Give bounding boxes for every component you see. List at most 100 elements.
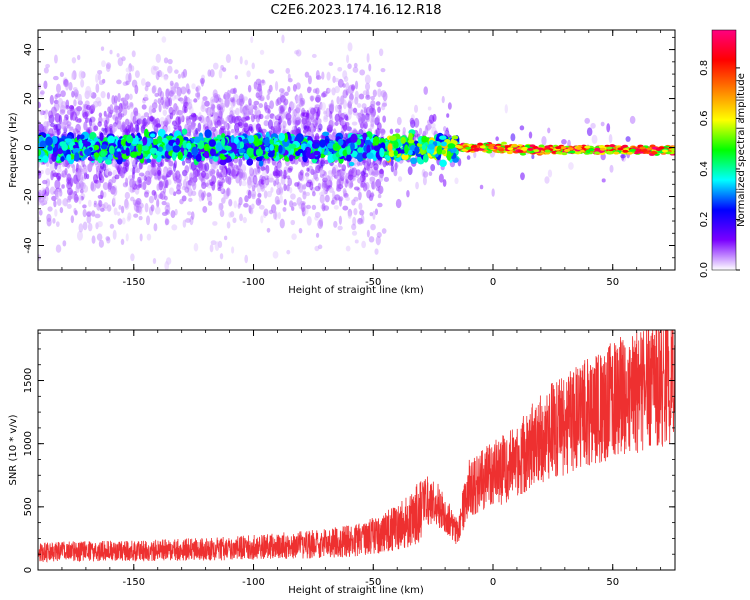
- spectrogram-cell: [372, 89, 377, 98]
- spectrogram-cell: [162, 120, 169, 126]
- spectrogram-cell: [162, 167, 167, 177]
- spectrogram-cell: [323, 110, 327, 115]
- spectrogram-cell: [219, 209, 225, 218]
- spectrogram-cell: [295, 82, 301, 90]
- spectrogram-band-cell: [97, 156, 103, 164]
- spectrogram-cell: [135, 184, 141, 190]
- spectrogram-cell: [46, 217, 52, 227]
- spectrogram-cell: [366, 189, 372, 199]
- spectrogram-cell: [82, 103, 86, 113]
- spectrogram-cell: [111, 95, 115, 105]
- spectrogram-cell: [305, 121, 312, 127]
- spectrogram-band-cell: [319, 139, 326, 148]
- spectrogram-cell: [338, 102, 343, 113]
- spectrogram-cell: [220, 64, 225, 71]
- spectrogram-cell: [287, 85, 291, 93]
- spectrogram-cell: [146, 215, 151, 226]
- spectrogram-cell: [584, 117, 591, 124]
- spectrogram-cell: [132, 199, 137, 206]
- spectrogram-cell: [135, 198, 142, 205]
- spectrogram-cell: [274, 195, 280, 205]
- spectrogram-cell: [174, 170, 181, 180]
- spectrogram-band-cell: [439, 135, 447, 140]
- spectrogram-cell: [167, 65, 173, 74]
- spectrogram-cell: [72, 87, 78, 92]
- spectrogram-cell: [378, 173, 384, 183]
- spectrogram-cell: [272, 170, 277, 177]
- spectrogram-cell: [409, 117, 415, 125]
- spectrogram-cell: [82, 221, 88, 231]
- spectrogram-cell: [116, 53, 120, 58]
- spectrogram-cell: [144, 94, 149, 102]
- spectrogram-band-cell: [356, 152, 364, 162]
- spectrogram-cell: [255, 78, 262, 86]
- spectrogram-cell: [317, 106, 321, 117]
- spectrogram-cell: [338, 170, 344, 178]
- spectrogram-cell: [279, 194, 283, 204]
- spectrogram-cell: [274, 81, 279, 91]
- spectrogram-cell: [56, 129, 60, 137]
- spectrogram-cell: [258, 204, 265, 210]
- spectrogram-cell: [49, 122, 55, 128]
- spectrogram-cell: [275, 98, 279, 107]
- spectrogram-cell: [236, 98, 243, 106]
- spectrogram-cell: [155, 123, 161, 128]
- spectrogram-cell: [601, 178, 606, 183]
- spectrogram-cell: [188, 99, 193, 104]
- spectrogram-cell: [80, 79, 85, 88]
- spectrogram-cell: [306, 167, 310, 172]
- spectrogram-cell: [366, 229, 370, 238]
- spectrogram-cell: [590, 122, 596, 129]
- spectrogram-cell: [234, 129, 241, 134]
- spectrogram-cell: [342, 99, 347, 110]
- spectrogram-cell: [168, 160, 174, 167]
- spectrogram-cell: [247, 189, 252, 199]
- spectrogram-band-cell: [182, 141, 188, 149]
- spectrogram-cell: [186, 128, 191, 136]
- spectrogram-cell: [86, 214, 92, 224]
- spectrogram-cell: [352, 66, 359, 73]
- spectrogram-cell: [376, 80, 383, 88]
- spectrogram-band-cell: [633, 151, 640, 155]
- spectrogram-cell: [136, 205, 142, 213]
- spectrogram-cell: [98, 80, 105, 86]
- spectrogram-cell: [234, 75, 238, 80]
- spectrogram-cell: [93, 125, 99, 132]
- spectrogram-cell: [270, 186, 274, 193]
- spectrogram-band-cell: [102, 137, 109, 143]
- spectrogram-cell: [71, 72, 75, 81]
- spectrogram-cell: [336, 183, 341, 190]
- spectrogram-band-cell: [62, 149, 67, 154]
- spectrogram-cell: [268, 177, 275, 183]
- spectrogram-cell: [290, 219, 296, 226]
- spectrogram-cell: [351, 121, 358, 126]
- spectrogram-cell: [347, 42, 353, 52]
- spectrogram-cell: [211, 98, 218, 103]
- spectrogram-cell: [122, 182, 129, 188]
- spectrogram-cell: [255, 123, 262, 130]
- spectrogram-cell: [241, 180, 247, 187]
- spectrogram-cell: [314, 185, 321, 192]
- spectrogram-cell: [231, 246, 235, 254]
- spectrogram-cell: [317, 244, 323, 250]
- spectrogram-band-cell: [327, 155, 333, 164]
- spectrogram-cell: [210, 103, 215, 110]
- spectrogram-cell: [390, 159, 394, 166]
- spectrogram-cell: [370, 95, 375, 101]
- spectrogram-cell: [169, 80, 174, 87]
- spectrogram-cell: [531, 154, 535, 160]
- spectrogram-cell: [390, 164, 395, 173]
- spectrogram-cell: [109, 104, 114, 114]
- spectrogram-cell: [252, 105, 258, 111]
- spectrogram-cell: [120, 167, 124, 178]
- spectrogram-band-cell: [144, 128, 149, 139]
- spectrogram-cell: [125, 80, 130, 86]
- spectrogram-heatmap: [38, 34, 675, 270]
- spectrogram-band-cell: [92, 144, 100, 151]
- spectrogram-cell: [118, 204, 122, 210]
- spectrogram-cell: [269, 209, 274, 215]
- spectrogram-cell: [191, 83, 196, 90]
- spectrogram-cell: [185, 115, 190, 121]
- spectrogram-cell: [183, 106, 188, 114]
